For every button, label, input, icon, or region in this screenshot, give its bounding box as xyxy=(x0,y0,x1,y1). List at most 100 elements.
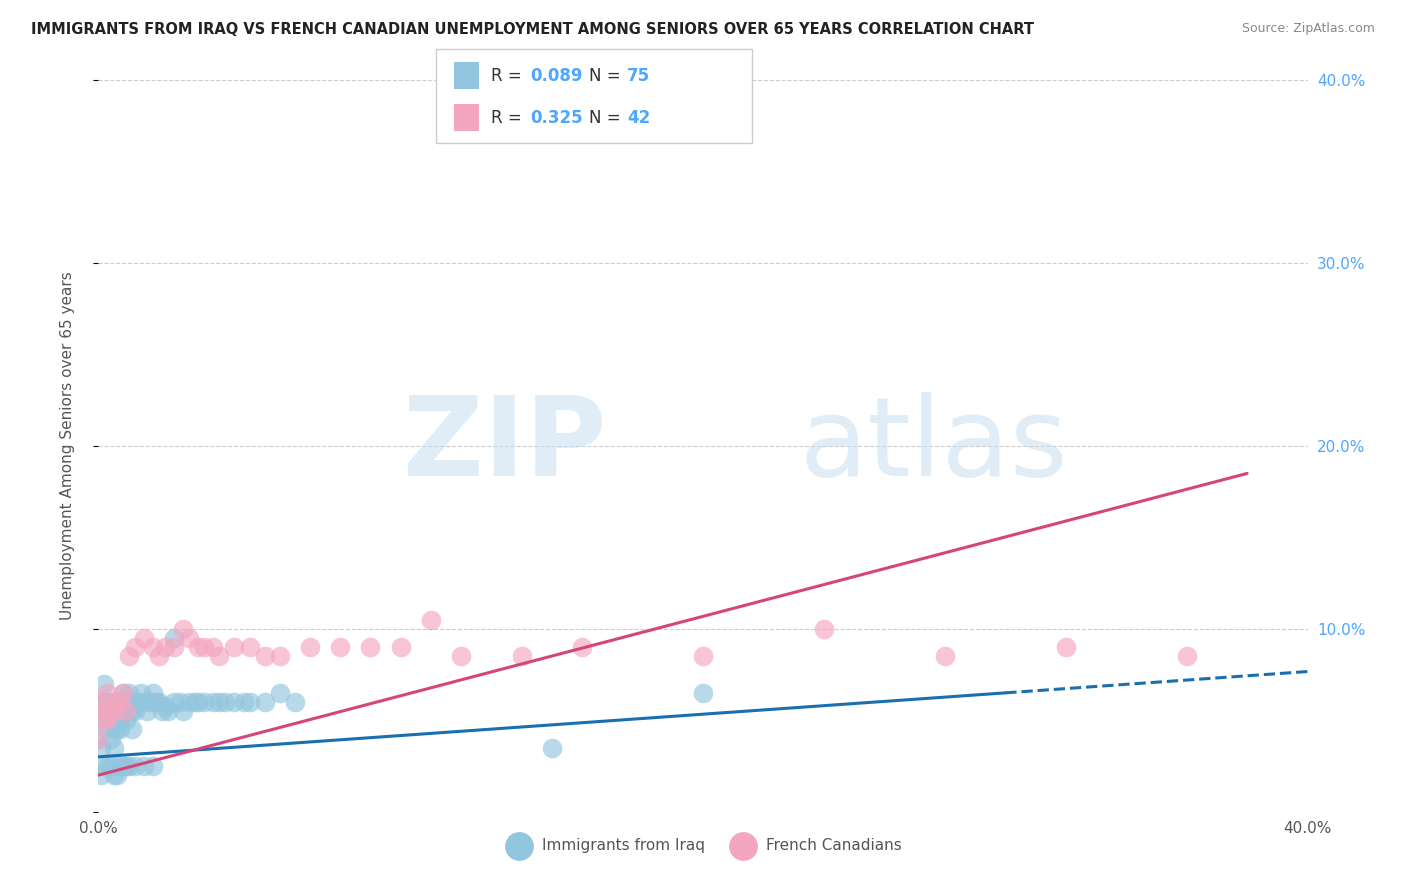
Point xyxy=(111,686,134,700)
Point xyxy=(142,686,165,700)
Text: N =: N = xyxy=(589,67,626,85)
Point xyxy=(90,740,112,755)
Text: N =: N = xyxy=(589,109,626,127)
Text: 75: 75 xyxy=(627,67,650,85)
Point xyxy=(163,640,186,655)
Point xyxy=(510,649,533,664)
Point xyxy=(132,631,155,645)
Point xyxy=(450,649,472,664)
Point xyxy=(105,704,128,718)
Point xyxy=(105,714,128,728)
Point xyxy=(389,640,412,655)
Point xyxy=(103,695,125,709)
Point xyxy=(214,695,236,709)
Point xyxy=(284,695,307,709)
Point xyxy=(329,640,352,655)
Point xyxy=(232,695,254,709)
Point xyxy=(193,640,215,655)
Point xyxy=(239,640,262,655)
Y-axis label: Unemployment Among Seniors over 65 years: Unemployment Among Seniors over 65 years xyxy=(60,272,75,620)
Point xyxy=(100,731,122,746)
Point xyxy=(103,704,125,718)
Point xyxy=(93,676,115,690)
Point xyxy=(111,759,134,773)
Point xyxy=(299,640,322,655)
Point xyxy=(163,631,186,645)
Point xyxy=(93,695,115,709)
Legend: Immigrants from Iraq, French Canadians: Immigrants from Iraq, French Canadians xyxy=(498,831,908,859)
Point xyxy=(148,695,170,709)
Point xyxy=(139,695,162,709)
Text: 0.325: 0.325 xyxy=(530,109,582,127)
Point xyxy=(87,731,110,746)
Point xyxy=(96,704,118,718)
Point xyxy=(193,695,215,709)
Point xyxy=(103,704,125,718)
Point xyxy=(1175,649,1198,664)
Point xyxy=(118,649,141,664)
Point xyxy=(100,695,122,709)
Point xyxy=(93,714,115,728)
Point xyxy=(202,695,225,709)
Point xyxy=(202,640,225,655)
Point xyxy=(96,759,118,773)
Point xyxy=(114,714,136,728)
Point xyxy=(692,649,714,664)
Point xyxy=(224,695,246,709)
Point xyxy=(1054,640,1077,655)
Point xyxy=(111,704,134,718)
Point xyxy=(121,723,143,737)
Point xyxy=(208,695,231,709)
Point xyxy=(153,698,176,713)
Point xyxy=(114,695,136,709)
Point xyxy=(93,714,115,728)
Point xyxy=(135,704,157,718)
Point xyxy=(269,686,291,700)
Point xyxy=(118,686,141,700)
Point xyxy=(571,640,593,655)
Point xyxy=(105,695,128,709)
Point xyxy=(148,649,170,664)
Text: Source: ZipAtlas.com: Source: ZipAtlas.com xyxy=(1241,22,1375,36)
Point xyxy=(124,704,146,718)
Point xyxy=(100,759,122,773)
Point xyxy=(269,649,291,664)
Text: R =: R = xyxy=(491,109,527,127)
Point xyxy=(187,640,209,655)
Point xyxy=(96,714,118,728)
Point xyxy=(145,695,167,709)
Point xyxy=(208,649,231,664)
Text: R =: R = xyxy=(491,67,527,85)
Point xyxy=(90,768,112,782)
Text: ZIP: ZIP xyxy=(404,392,606,500)
Point xyxy=(179,631,201,645)
Point xyxy=(129,686,152,700)
Point xyxy=(169,695,191,709)
Point xyxy=(118,704,141,718)
Point xyxy=(108,695,131,709)
Point xyxy=(121,704,143,718)
Point xyxy=(142,759,165,773)
Point xyxy=(420,613,443,627)
Point xyxy=(114,704,136,718)
Point xyxy=(163,695,186,709)
Point xyxy=(90,704,112,718)
Point xyxy=(153,640,176,655)
Point xyxy=(360,640,382,655)
Point xyxy=(103,768,125,782)
Point xyxy=(96,686,118,700)
Point xyxy=(934,649,956,664)
Point xyxy=(100,714,122,728)
Point xyxy=(692,686,714,700)
Point xyxy=(93,704,115,718)
Point xyxy=(96,723,118,737)
Text: atlas: atlas xyxy=(800,392,1069,500)
Point xyxy=(90,695,112,709)
Point xyxy=(132,695,155,709)
Point xyxy=(142,640,165,655)
Point xyxy=(187,695,209,709)
Point xyxy=(253,649,276,664)
Text: 42: 42 xyxy=(627,109,651,127)
Point xyxy=(103,740,125,755)
Point xyxy=(150,704,173,718)
